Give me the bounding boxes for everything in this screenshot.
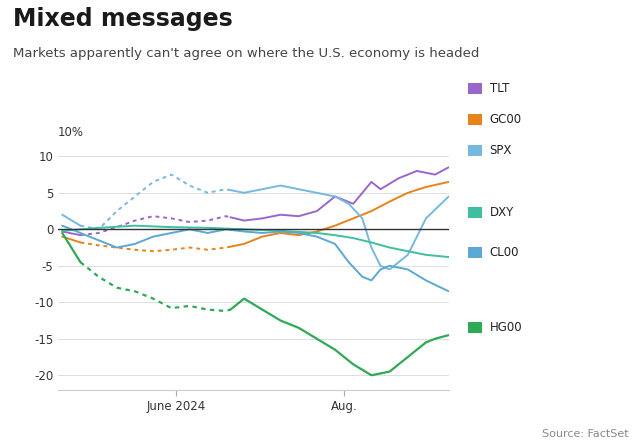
Text: 10%: 10% [58,126,84,139]
Text: GC00: GC00 [490,113,522,126]
Text: HG00: HG00 [490,321,522,334]
Text: Markets apparently can't agree on where the U.S. economy is headed: Markets apparently can't agree on where … [13,47,479,59]
Text: CL00: CL00 [490,246,519,259]
Text: Source: FactSet: Source: FactSet [542,428,628,439]
Text: TLT: TLT [490,82,509,95]
Text: Mixed messages: Mixed messages [13,7,233,31]
Text: DXY: DXY [490,206,514,219]
Text: SPX: SPX [490,144,512,157]
